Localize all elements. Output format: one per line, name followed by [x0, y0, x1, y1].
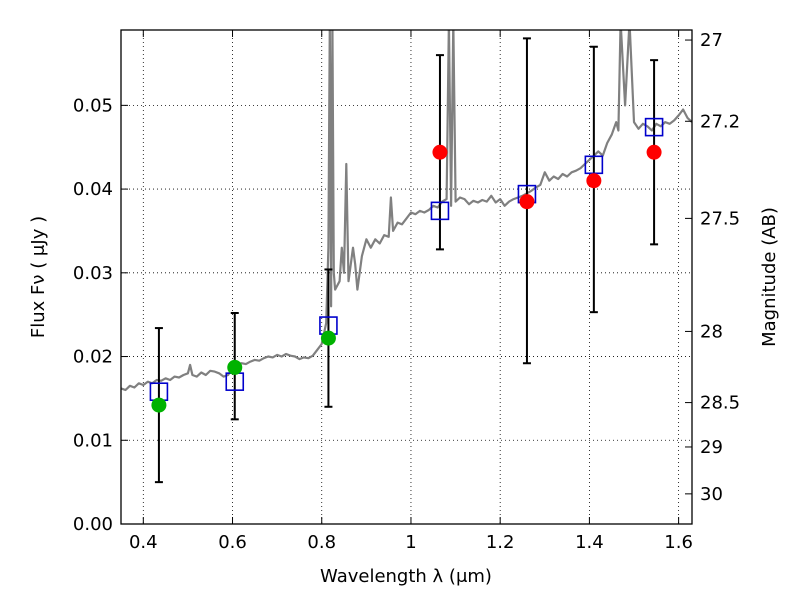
photometry-point [646, 144, 662, 160]
x-axis-title: Wavelength λ (μm) [320, 566, 492, 587]
data-marks [149, 37, 664, 484]
y-tick-label: 0.05 [73, 95, 113, 116]
photometry-point [227, 359, 243, 375]
x-tick-label: 1 [405, 532, 416, 553]
photometry-point [432, 144, 448, 160]
photometry-point [320, 330, 336, 346]
photometry-point [586, 173, 602, 189]
y2-tick-label: 28 [700, 321, 723, 342]
y2-tick-label: 30 [700, 484, 723, 505]
y2-tick-label: 28.5 [700, 393, 740, 414]
axis-ticks: 0.4 0.6 0.8 1 1.2 1.4 1.6 0.00 0.01 0.02 0.03 0.04 0… [73, 30, 740, 553]
y2-axis-title: Magnitude (AB) [759, 207, 780, 347]
x-tick-label: 1.4 [575, 532, 604, 553]
y2-tick-label: 29 [700, 437, 723, 458]
x-tick-label: 1.6 [664, 532, 693, 553]
y-tick-label: 0.02 [73, 347, 113, 368]
y-tick-label: 0.03 [73, 263, 113, 284]
photometry-point [151, 397, 167, 413]
x-tick-label: 0.6 [218, 532, 247, 553]
x-tick-label: 1.2 [486, 532, 515, 553]
model-square-point [644, 117, 664, 137]
y-tick-label: 0.00 [73, 514, 113, 535]
y-tick-label: 0.01 [73, 430, 113, 451]
plot-frame [120, 29, 693, 525]
y2-tick-label: 27.5 [700, 208, 740, 229]
plot-area [121, 30, 692, 524]
y-tick-label: 0.04 [73, 179, 113, 200]
y-axis-title: Flux Fν ( μJy ) [28, 216, 49, 338]
x-tick-label: 0.4 [129, 532, 158, 553]
x-tick-label: 0.8 [307, 532, 336, 553]
photometry-point [519, 194, 535, 210]
y2-tick-label: 27.2 [700, 111, 740, 132]
model-square-point [430, 201, 450, 221]
y2-tick-label: 27 [700, 30, 723, 51]
